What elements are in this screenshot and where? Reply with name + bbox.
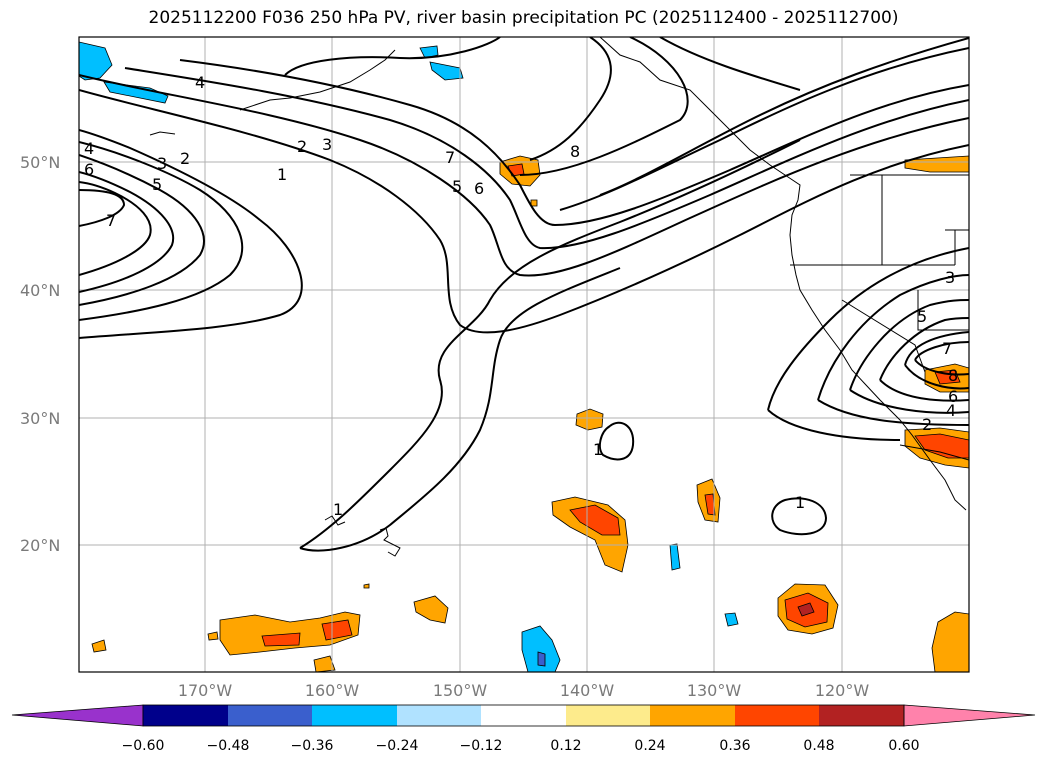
contour-label: 4	[84, 139, 94, 158]
contour-label: 5	[917, 307, 927, 326]
contour-label: 1	[593, 440, 603, 459]
colorbar-bin	[312, 705, 397, 726]
lon-label-130w: 130°W	[687, 681, 742, 700]
lon-label-160w: 160°W	[305, 681, 360, 700]
colorbar-label: −0.60	[122, 738, 165, 754]
colorbar-bin	[228, 705, 312, 726]
longitude-labels: 170°W 160°W 150°W 140°W 130°W 120°W	[178, 681, 870, 700]
map-title: 2025112200 F036 250 hPa PV, river basin …	[148, 8, 899, 28]
lon-label-170w: 170°W	[178, 681, 233, 700]
map-plot-area: 4 6 7 3 2 5 1 4 2 3 7 5 6 8 1 1 1 3 5 7 …	[79, 37, 969, 672]
contour-label: 1	[795, 493, 805, 512]
colorbar-bin	[481, 705, 566, 726]
colorbar-bin	[650, 705, 735, 726]
colorbar-extend-low	[11, 704, 144, 727]
lon-label-140w: 140°W	[560, 681, 615, 700]
contour-label: 8	[570, 142, 580, 161]
contour-label: 4	[946, 401, 956, 420]
colorbar-label: −0.36	[291, 738, 334, 754]
contour-label: 6	[948, 387, 958, 406]
colorbar-label: 0.48	[803, 738, 834, 754]
colorbar-label: 0.24	[634, 738, 665, 754]
contour-label: 3	[157, 154, 167, 173]
contour-label: 2	[297, 137, 307, 156]
map-frame	[78, 36, 970, 673]
contour-label: 2	[922, 415, 932, 434]
contour-label: 5	[152, 175, 162, 194]
colorbar: −0.60 −0.48 −0.36 −0.24 −0.12 0.12 0.24 …	[11, 704, 1036, 754]
contour-label: 6	[84, 160, 94, 179]
contour-label: 3	[322, 135, 332, 154]
contour-label: 4	[195, 73, 205, 92]
lon-label-150w: 150°W	[433, 681, 488, 700]
colorbar-label: 0.36	[719, 738, 750, 754]
contour-label: 8	[948, 366, 958, 385]
contour-label: 3	[945, 268, 955, 287]
colorbar-bin	[735, 705, 819, 726]
colorbar-bin	[819, 705, 904, 726]
contour-label: 7	[106, 211, 116, 230]
contour-label: 5	[452, 177, 462, 196]
lat-label-20n: 20°N	[20, 536, 60, 555]
contour-label: 7	[942, 339, 952, 358]
contour-label: 7	[445, 148, 455, 167]
contour-label: 6	[474, 179, 484, 198]
lat-label-40n: 40°N	[20, 281, 60, 300]
colorbar-label: −0.24	[376, 738, 419, 754]
colorbar-label: −0.48	[207, 738, 250, 754]
contour-label: 2	[180, 149, 190, 168]
colorbar-label: 0.12	[550, 738, 581, 754]
colorbar-bin	[143, 705, 228, 726]
pv-contours	[79, 37, 969, 552]
lat-label-50n: 50°N	[20, 153, 60, 172]
colorbar-extend-high	[903, 704, 1036, 727]
colorbar-label: 0.60	[888, 738, 919, 754]
lon-label-120w: 120°W	[815, 681, 870, 700]
contour-label: 1	[333, 500, 343, 519]
coastlines	[149, 37, 969, 557]
colorbar-label: −0.12	[460, 738, 503, 754]
latitude-labels: 50°N 40°N 30°N 20°N	[20, 153, 60, 555]
colorbar-bin	[397, 705, 481, 726]
contour-label: 1	[277, 165, 287, 184]
colorbar-bin	[566, 705, 650, 726]
lat-label-30n: 30°N	[20, 409, 60, 428]
contour-labels: 4 6 7 3 2 5 1 4 2 3 7 5 6 8 1 1 1 3 5 7 …	[84, 73, 958, 519]
